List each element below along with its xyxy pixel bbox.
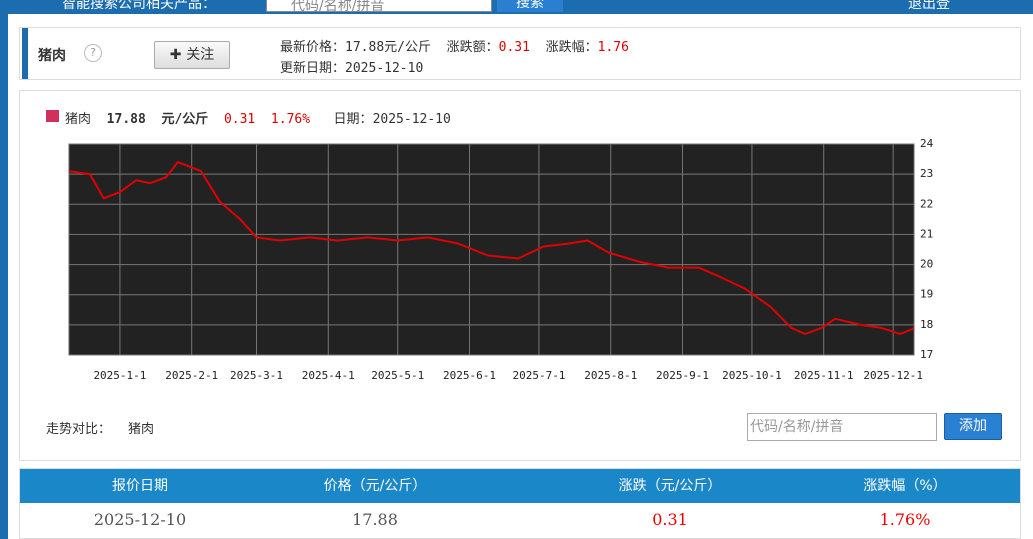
legend-price: 17.88: [106, 112, 146, 127]
pct-label: 涨跌幅：: [545, 40, 598, 55]
y-tick-label: 19: [920, 288, 933, 301]
x-tick-label: 2025-11-1: [794, 369, 854, 382]
search-button[interactable]: 搜索: [497, 0, 563, 12]
y-tick-label: 23: [920, 167, 933, 180]
price-line: [68, 161, 915, 335]
table-header-cell: 报价日期: [112, 478, 168, 494]
legend-swatch: [46, 110, 59, 122]
search-input[interactable]: 代码/名称/拼音: [266, 0, 492, 14]
date-label: 更新日期：: [280, 61, 346, 76]
side-strip: [0, 14, 8, 539]
follow-button[interactable]: ✚ 关注: [154, 41, 230, 69]
pct: 1.76: [597, 40, 629, 55]
y-tick-label: 22: [920, 197, 933, 210]
x-tick-label: 2025-9-1: [656, 369, 709, 382]
table-header-cell: 涨跌幅（%）: [863, 478, 947, 494]
date: 2025-12-10: [345, 61, 424, 76]
table-cell: 1.76%: [879, 510, 931, 529]
plot-area: [68, 143, 915, 356]
top-bar: 智能搜索公司相关产品： 代码/名称/拼音 搜索 退出登: [0, 0, 1033, 14]
change: 0.31: [498, 40, 530, 55]
price-table: 报价日期 价格（元/公斤） 涨跌（元/公斤） 涨跌幅（%） 2025-12-10 17.8…: [19, 468, 1021, 539]
x-tick-label: 2025-5-1: [371, 369, 424, 382]
compare-item: 猪肉: [128, 422, 155, 437]
x-tick-label: 2025-6-1: [443, 369, 496, 382]
search-label: 智能搜索公司相关产品：: [62, 0, 216, 12]
legend-date: 2025-12-10: [372, 112, 451, 127]
chart-panel: 猪肉 17.88 元/公斤 0.31 1.76% 日期：2025-12-10 走…: [19, 90, 1021, 461]
x-tick-label: 2025-2-1: [165, 369, 218, 382]
table-header: [20, 469, 1020, 503]
x-tick-label: 2025-7-1: [512, 369, 565, 382]
x-tick-label: 2025-12-1: [863, 369, 923, 382]
compare-label: 走势对比：: [46, 422, 112, 437]
x-tick-label: 2025-4-1: [302, 369, 355, 382]
y-tick-label: 21: [920, 227, 933, 240]
y-tick-label: 18: [920, 318, 933, 331]
product-name: 猪肉: [38, 48, 66, 64]
compare-input[interactable]: 代码/名称/拼音: [747, 413, 937, 441]
follow-text: 关注: [186, 47, 215, 63]
x-tick-label: 2025-8-1: [584, 369, 637, 382]
logout-link[interactable]: 退出登: [908, 0, 950, 12]
change-label: 涨跌额：: [446, 40, 499, 55]
y-tick-label: 20: [920, 258, 933, 271]
table-cell: 17.88: [352, 510, 398, 529]
legend-unit: 元/公斤: [161, 112, 209, 127]
legend-pct: 1.76%: [270, 112, 311, 127]
x-tick-label: 2025-10-1: [722, 369, 782, 382]
accent-bar: [22, 28, 28, 79]
price-info: 最新价格：17.88元/公斤 涨跌额：0.31 涨跌幅：1.76: [280, 36, 629, 55]
table-cell: 2025-12-10: [93, 510, 187, 529]
help-icon[interactable]: ?: [84, 44, 102, 62]
table-header-cell: 价格（元/公斤）: [323, 478, 427, 494]
y-tick-label: 24: [920, 137, 934, 150]
y-tick-label: 17: [920, 348, 933, 361]
price-label: 最新价格：: [280, 40, 346, 55]
legend-name: 猪肉: [65, 112, 92, 127]
table-cell: 0.31: [652, 510, 688, 529]
legend: 猪肉 17.88 元/公斤 0.31 1.76% 日期：2025-12-10: [65, 108, 451, 127]
chart: 17 18 19 20 21 22 23 24 2025-1-1 2025-2-1 2025-3-1…: [68, 137, 934, 382]
header-panel: 猪肉 ? ✚ 关注 最新价格：17.88元/公斤 涨跌额：0.31 涨跌幅：1.…: [19, 27, 1021, 80]
x-tick-label: 2025-1-1: [93, 369, 146, 382]
price: 17.88元/公斤: [345, 40, 431, 55]
legend-change: 0.31: [223, 112, 256, 127]
legend-date-label: 日期：: [333, 112, 373, 127]
add-button[interactable]: 添加: [944, 413, 1002, 440]
update-date: 更新日期：2025-12-10: [280, 57, 423, 76]
x-tick-label: 2025-3-1: [230, 369, 283, 382]
table-header-cell: 涨跌（元/公斤）: [618, 478, 722, 494]
